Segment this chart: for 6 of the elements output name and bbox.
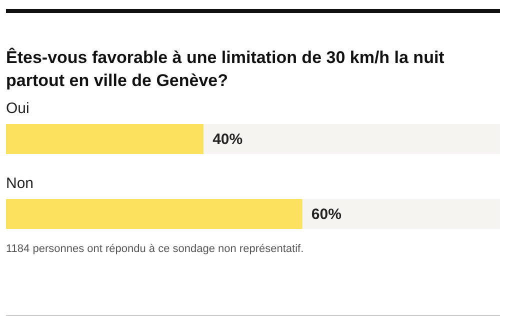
chart-title: Êtes-vous favorable à une limitation de 30 km/h la nuit partout en ville de Genève? bbox=[6, 47, 445, 90]
text: 1184 personnes ont répondu à ce sondage non représentatif. bbox=[6, 243, 304, 255]
data-label: 40% bbox=[212, 131, 243, 148]
data-label: 60% bbox=[311, 206, 342, 223]
y-tick-label: Oui bbox=[6, 100, 30, 117]
y-tick-label: Non bbox=[6, 175, 34, 192]
